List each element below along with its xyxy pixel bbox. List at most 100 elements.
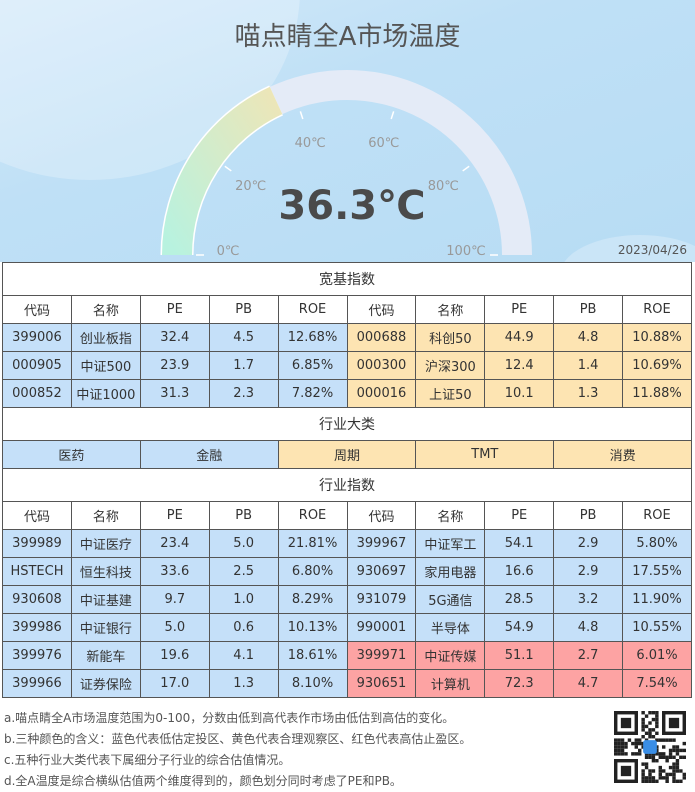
sector-cell: TMT [415,440,555,469]
sector-cell: 消费 [553,440,692,469]
section-title-row: 行业指数 [2,468,692,502]
table-cell: 2.3 [208,379,279,408]
column-header: PB [208,501,279,530]
header-row: 代码 名称 PE PB ROE 代码 名称 PE PB ROE [2,295,692,324]
table-cell: 399986 [2,613,72,642]
gauge-tick [224,165,232,172]
table-cell: 计算机 [415,669,486,698]
column-header: PE [139,295,210,324]
notes: a.喵点睛全A市场温度范围为0-100，分数由低到高代表作市场由低估到高估的变化… [4,708,471,792]
table-cell: 中证医疗 [70,529,141,558]
table-row: 000852 中证1000 31.3 2.3 7.82% 000016 上证50 10.1 1.… [2,379,692,408]
table-cell: 中证军工 [415,529,486,558]
column-header: PE [484,501,555,530]
table-cell: 31.3 [139,379,210,408]
column-header: 代码 [346,501,417,530]
table-cell: 399989 [2,529,72,558]
gauge-value: 36.3℃ [278,183,425,229]
table-cell: 9.7 [139,585,210,614]
table-cell: 4.1 [208,641,279,670]
table-cell: 4.7 [553,669,624,698]
table-cell: 28.5 [484,585,555,614]
page-title: 喵点睛全A市场温度 [234,22,461,52]
table-cell: 上证50 [415,379,486,408]
table-cell: 10.69% [622,351,692,380]
column-header: PB [553,501,624,530]
section-title-row: 宽基指数 [2,262,692,296]
table-cell: 5G通信 [415,585,486,614]
table-cell: 10.1 [484,379,555,408]
section-title: 宽基指数 [2,262,692,296]
column-header: 名称 [70,295,141,324]
table-cell: 4.5 [208,323,279,352]
note: b.三种颜色的含义：蓝色代表低估定投区、黄色代表合理观察区、红色代表高估止盈区。 [4,732,472,746]
table-cell: 1.3 [208,669,279,698]
table-row: 000905 中证500 23.9 1.7 6.85% 000300 沪深300 12.4 1.… [2,351,692,380]
table-cell: 18.61% [277,641,348,670]
table-cell: 中证银行 [70,613,141,642]
table-cell: 33.6 [139,557,210,586]
table-cell: 1.7 [208,351,279,380]
table-cell: 23.9 [139,351,210,380]
column-header: 名称 [415,295,486,324]
table-cell: 2.9 [553,529,624,558]
sector-row: 医药 金融 周期 TMT 消费 [2,440,692,469]
gauge-track [162,70,532,256]
table-cell: 12.68% [277,323,348,352]
table-cell: 5.80% [622,529,692,558]
table-cell: 399971 [346,641,417,670]
table-cell: 4.8 [553,323,624,352]
table-row: 399986 中证银行 5.0 0.6 10.13% 990001 半导体 54.9 4.8 10… [2,613,692,642]
table-cell: 000852 [2,379,72,408]
table-cell: 中证1000 [70,379,141,408]
table-cell: 1.3 [553,379,624,408]
table-cell: 中证基建 [70,585,141,614]
gauge-tick-label: 100℃ [446,244,485,259]
table-cell: 11.88% [622,379,692,408]
table-cell: 000905 [2,351,72,380]
note: d.全A温度是综合横纵估值两个维度得到的，颜色划分同时考虑了PE和PB。 [4,774,402,788]
sector-cell: 医药 [2,440,141,469]
note: a.喵点睛全A市场温度范围为0-100，分数由低到高代表作市场由低估到高估的变化… [4,711,455,725]
column-header: 名称 [70,501,141,530]
table-cell: 2.5 [208,557,279,586]
table-cell: 2.7 [553,641,624,670]
table-cell: 10.88% [622,323,692,352]
table-cell: 半导体 [415,613,486,642]
table-cell: 399006 [2,323,72,352]
table-cell: 3.2 [553,585,624,614]
gauge-tick [390,111,395,120]
note: c.五种行业大类代表下属细分子行业的综合估值情况。 [4,753,291,767]
table-row: 399976 新能车 19.6 4.1 18.61% 399971 中证传媒 51.1 2.7 6… [2,641,692,670]
table-row: HSTECH 恒生科技 33.6 2.5 6.80% 930697 家用电器 16.6 2.9 1… [2,557,692,586]
table-cell: 4.8 [553,613,624,642]
table-cell: 11.90% [622,585,692,614]
table-cell: 沪深300 [415,351,486,380]
section-title: 行业大类 [2,407,692,441]
table-cell: 8.10% [277,669,348,698]
column-header: ROE [622,501,692,530]
table-cell: 6.80% [277,557,348,586]
table-cell: 6.85% [277,351,348,380]
table-cell: 21.81% [277,529,348,558]
table-cell: 1.0 [208,585,279,614]
column-header: ROE [622,295,692,324]
column-header: PB [553,295,624,324]
table-cell: 恒生科技 [70,557,141,586]
valuation-table: 宽基指数 代码 名称 PE PB ROE 代码 名称 PE PB ROE 399006 创业板指 32.4… [2,262,692,698]
temperature-header: 0℃ 20℃ 40℃ 60℃ 80℃ 100℃ 36.3℃ 喵点睛全A市场温度 2023/0… [0,0,695,262]
table-cell: 新能车 [70,641,141,670]
gauge-tick [462,165,470,172]
gauge-tick [299,111,304,120]
table-cell: 930608 [2,585,72,614]
table-row: 399966 证券保险 17.0 1.3 8.10% 930651 计算机 72.3 4.7 7.… [2,669,692,698]
table-cell: 17.55% [622,557,692,586]
date-label: 2023/04/26 [617,243,687,257]
table-cell: 399967 [346,529,417,558]
table-cell: 家用电器 [415,557,486,586]
table-cell: 10.13% [277,613,348,642]
sector-cell: 周期 [277,440,417,469]
table-cell: 000688 [346,323,417,352]
table-row: 399989 中证医疗 23.4 5.0 21.81% 399967 中证军工 54.1 2.9… [2,529,692,558]
column-header: PE [484,295,555,324]
